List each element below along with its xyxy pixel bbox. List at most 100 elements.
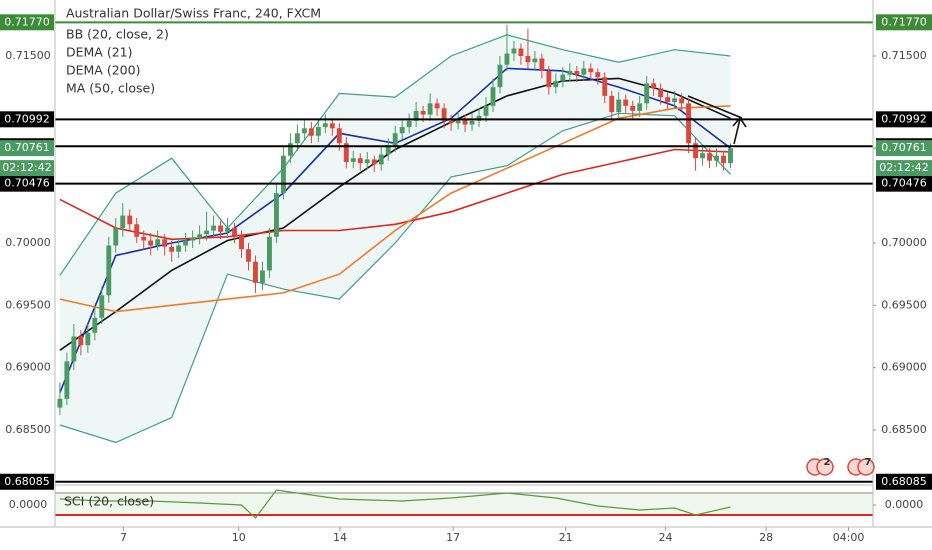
level-tag	[0, 111, 54, 128]
candle-body	[78, 336, 84, 346]
candle-body	[190, 238, 196, 241]
candle-body	[574, 70, 580, 75]
legend-entry: BB (20, close, 2)	[66, 27, 169, 42]
y-tick-label: 0.70000	[5, 236, 51, 249]
candle-body	[511, 48, 517, 54]
event-icon[interactable]	[816, 458, 834, 476]
candle-body	[525, 55, 531, 63]
candle-body	[280, 155, 286, 194]
x-tick-label: 21	[559, 531, 573, 544]
osc-line	[59, 489, 731, 519]
candle-body	[518, 48, 524, 56]
candle-body	[308, 128, 314, 136]
level-label: 0.68085	[881, 475, 927, 488]
candle-body	[616, 99, 622, 113]
last-price-label: 0.70761	[4, 141, 50, 154]
candle-body	[546, 70, 552, 88]
y-tick-label: 0.69500	[881, 298, 927, 311]
candle-body	[57, 398, 63, 408]
last-price-tag	[0, 140, 54, 157]
candle-body	[392, 133, 398, 146]
candle-body	[246, 249, 251, 262]
candle-body	[504, 53, 510, 65]
candle-body	[714, 155, 719, 161]
candle-body	[350, 158, 356, 162]
candle-body	[218, 225, 224, 232]
level-label: 0.68085	[4, 475, 50, 488]
candle-body	[273, 193, 279, 237]
candle-body	[490, 87, 496, 106]
indicator-line	[59, 148, 731, 241]
candle-body	[225, 228, 230, 232]
candle-body	[322, 123, 328, 128]
candle-body	[553, 80, 559, 88]
event-count: 2	[824, 457, 831, 468]
x-tick-label: 24	[659, 531, 673, 544]
candle-body	[155, 239, 161, 246]
candle-body	[364, 159, 370, 164]
candle-body	[581, 68, 587, 75]
candle-body	[127, 215, 133, 225]
osc-y-tick-label: 0.0000	[885, 498, 924, 511]
candle-body	[483, 105, 489, 116]
candle-body	[357, 158, 363, 164]
level-tag	[876, 14, 932, 31]
candle-body	[176, 245, 182, 252]
candle-body	[211, 225, 217, 231]
candle-body	[441, 108, 447, 121]
candle-body	[658, 88, 664, 98]
candle-body	[197, 234, 203, 239]
candle-body	[532, 58, 538, 63]
x-tick-label: 10	[232, 531, 246, 544]
x-tick-label: 28	[759, 531, 773, 544]
candle-body	[700, 153, 705, 159]
candle-body	[602, 77, 608, 96]
candle-body	[294, 133, 300, 144]
level-tag	[0, 175, 54, 192]
candle-body	[64, 361, 70, 399]
candle-body	[469, 120, 475, 125]
candle-body	[336, 128, 342, 144]
candle-body	[239, 235, 244, 250]
candle-body	[455, 119, 461, 124]
level-label: 0.71770	[4, 15, 50, 28]
candle-body	[693, 143, 699, 159]
level-label: 0.70992	[881, 112, 927, 125]
legend-entry: DEMA (21)	[66, 45, 133, 60]
candle-body	[623, 99, 629, 106]
candle-body	[162, 239, 168, 247]
candle-body	[113, 228, 119, 246]
legend-entry: MA (50, close)	[66, 81, 155, 96]
candle-body	[560, 74, 566, 81]
candle-body	[665, 97, 671, 103]
candle-body	[106, 245, 112, 296]
candle-body	[434, 103, 440, 109]
countdown-tag	[876, 160, 932, 177]
candle-body	[679, 98, 685, 104]
x-tick-label: 04:00	[833, 531, 865, 544]
candle-body	[92, 317, 98, 333]
candle-body	[406, 120, 412, 128]
countdown-label: 02:12:42	[2, 161, 51, 174]
candle-body	[721, 155, 726, 164]
osc-y-tick-label: 0.0000	[9, 498, 48, 511]
candle-body	[99, 295, 105, 318]
last-price-label: 0.70761	[881, 141, 927, 154]
candle-body	[371, 159, 377, 165]
candle-body	[448, 120, 454, 124]
event-icon[interactable]	[857, 458, 875, 476]
candle-body	[462, 119, 468, 125]
candle-body	[567, 70, 573, 75]
candle-body	[637, 103, 643, 111]
candle-body	[204, 230, 210, 235]
candle-body	[644, 83, 650, 104]
candle-body	[343, 143, 349, 162]
y-tick-label: 0.70000	[881, 236, 927, 249]
candle-body	[420, 110, 426, 115]
candle-body	[253, 261, 258, 283]
candle-body	[85, 332, 91, 346]
osc-name: SCI (20, close)	[64, 494, 154, 509]
candle-body	[630, 105, 636, 111]
countdown-tag	[0, 160, 54, 177]
